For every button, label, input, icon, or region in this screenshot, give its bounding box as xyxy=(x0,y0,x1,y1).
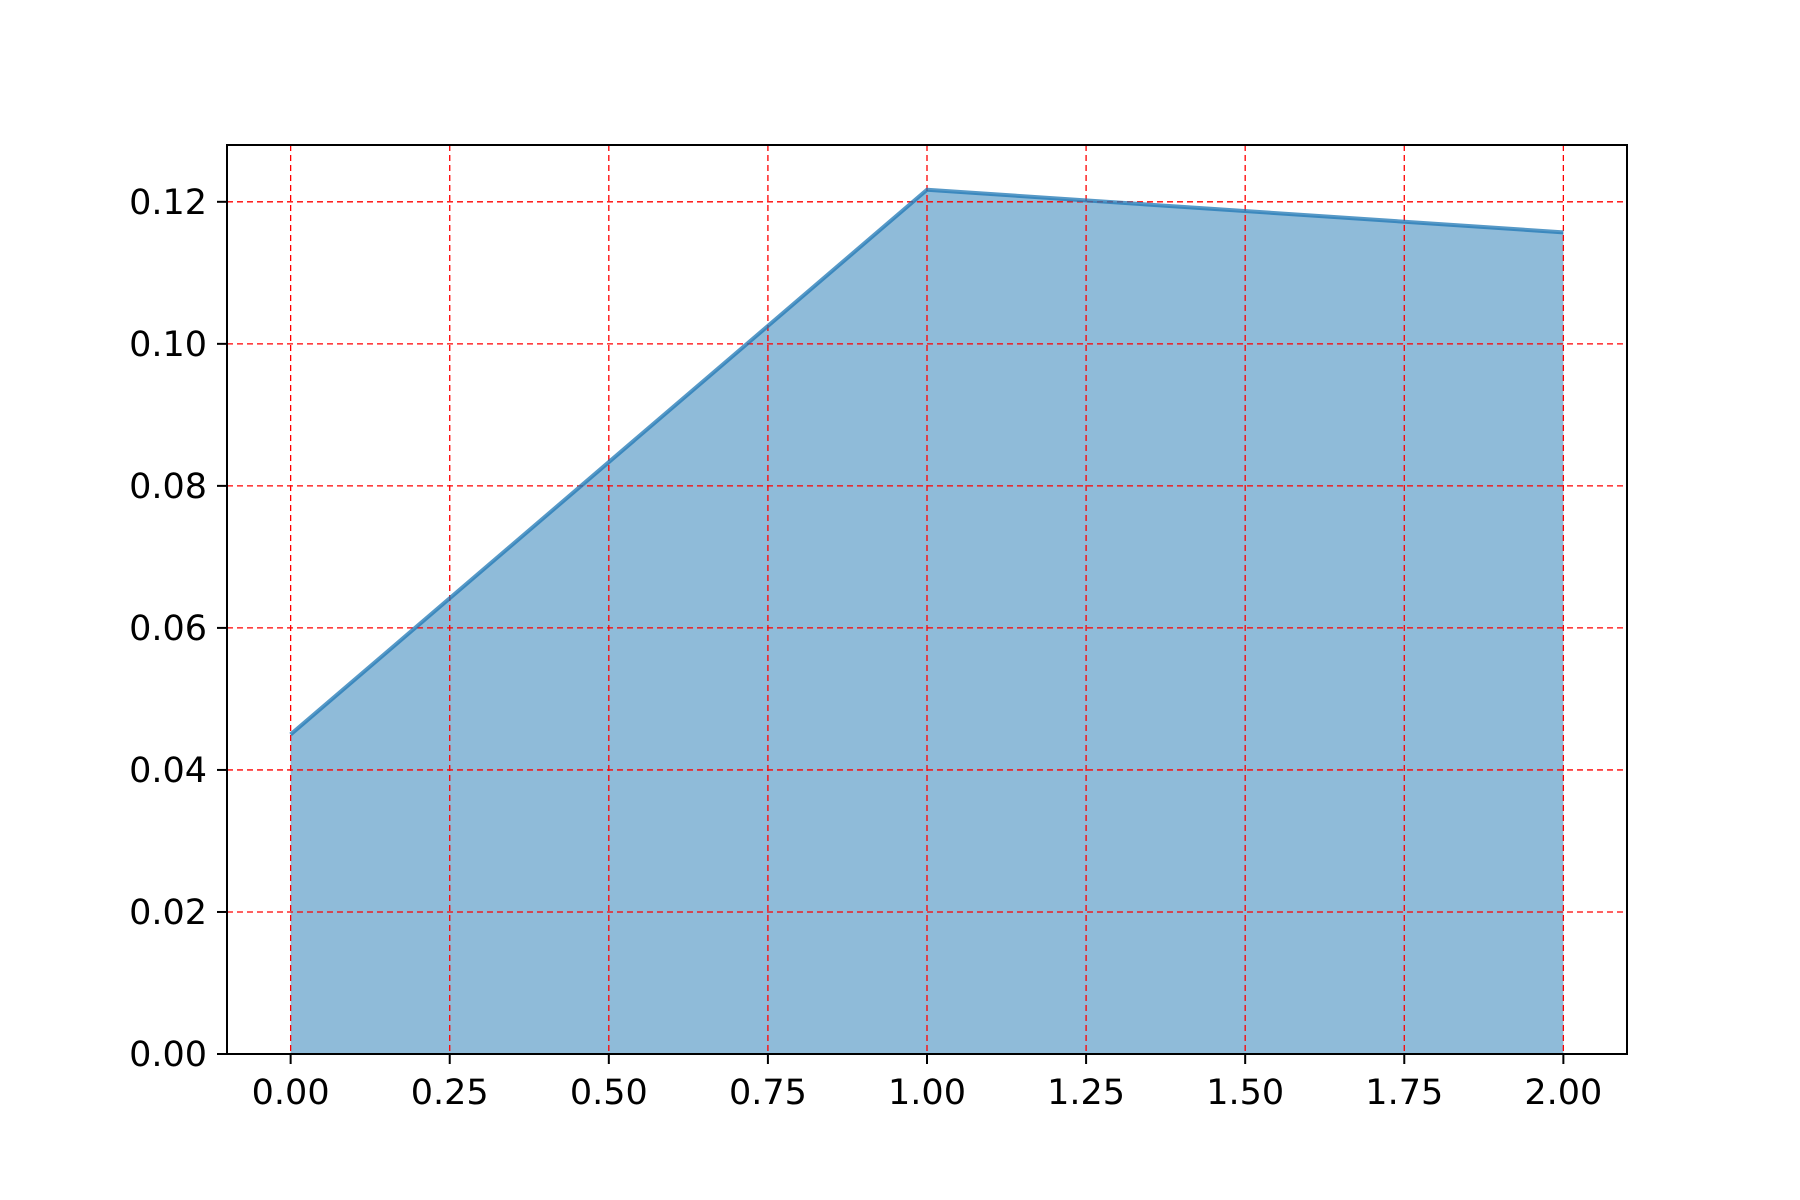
x-tick-label-3: 0.75 xyxy=(729,1073,807,1113)
x-axis: 0.00 0.25 0.50 0.75 1.00 1.25 1.50 1.75 2.00 xyxy=(252,1054,1602,1113)
y-tick-label-5: 0.10 xyxy=(129,325,207,365)
x-tick-label-2: 0.50 xyxy=(570,1073,648,1113)
y-tick-label-0: 0.00 xyxy=(129,1035,207,1075)
x-tick-label-5: 1.25 xyxy=(1047,1073,1125,1113)
x-tick-label-4: 1.00 xyxy=(888,1073,966,1113)
y-tick-label-3: 0.06 xyxy=(129,609,207,649)
x-tick-label-6: 1.50 xyxy=(1206,1073,1284,1113)
y-tick-label-4: 0.08 xyxy=(129,467,207,507)
x-tick-label-7: 1.75 xyxy=(1365,1073,1443,1113)
x-tick-label-8: 2.00 xyxy=(1524,1073,1602,1113)
x-tick-label-1: 0.25 xyxy=(411,1073,489,1113)
area-line-series-0 xyxy=(289,187,1564,736)
y-tick-label-6: 0.12 xyxy=(129,183,207,223)
y-tick-label-1: 0.02 xyxy=(129,893,207,933)
y-tick-label-2: 0.04 xyxy=(129,751,207,791)
x-tick-label-0: 0.00 xyxy=(252,1073,330,1113)
line-layer xyxy=(289,187,1564,736)
y-axis: 0.00 0.02 0.04 0.06 0.08 0.10 0.12 xyxy=(129,183,227,1075)
